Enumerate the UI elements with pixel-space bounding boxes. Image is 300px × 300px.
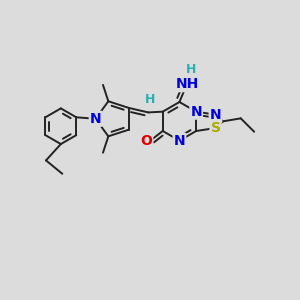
Text: N: N (190, 105, 202, 119)
Text: O: O (140, 134, 152, 148)
Text: H: H (145, 92, 155, 106)
Text: S: S (211, 121, 220, 135)
Text: N: N (210, 108, 221, 122)
Text: H: H (186, 63, 197, 76)
Text: NH: NH (175, 77, 199, 91)
Text: N: N (90, 112, 101, 126)
Text: N: N (174, 134, 185, 148)
